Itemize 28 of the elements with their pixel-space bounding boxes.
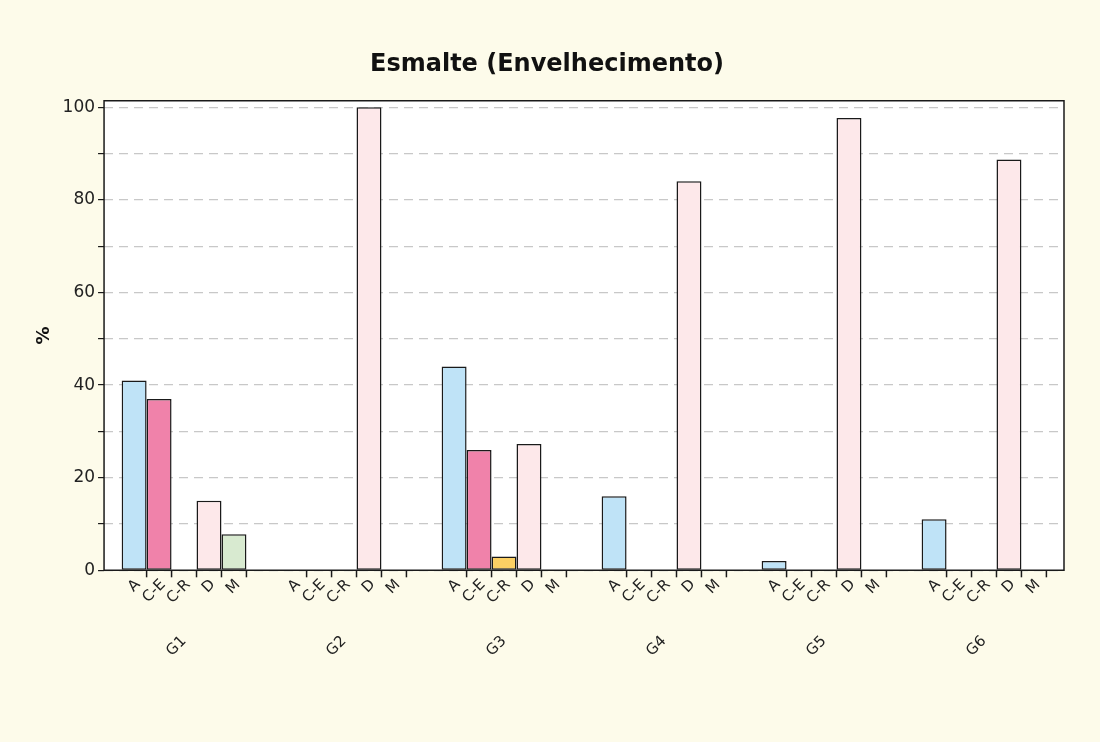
text: D [197, 575, 219, 597]
chart-title: Esmalte (Envelhecimento) [370, 48, 724, 77]
text: D [997, 575, 1019, 597]
text: M [861, 575, 884, 598]
text: A [283, 575, 304, 596]
text: A [443, 575, 464, 596]
x-tick-label: G4 [641, 631, 670, 660]
y-tick-label: 100 [62, 95, 96, 116]
text: M [541, 575, 564, 598]
y-tick-label: 40 [73, 373, 96, 394]
text: D [357, 575, 379, 597]
text: D [837, 575, 859, 597]
x-tick-label: G5 [801, 631, 830, 660]
x-tick-label: G2 [321, 631, 350, 660]
x-tick-label: G1 [161, 631, 190, 660]
y-axis-title: % [32, 326, 54, 345]
y-tick-label: 20 [73, 466, 96, 487]
text: M [701, 575, 724, 598]
y-tick-label: 0 [84, 558, 96, 579]
x-tick-label: G6 [961, 631, 990, 660]
text: M [221, 575, 244, 598]
text: M [1021, 575, 1044, 598]
text: M [381, 575, 404, 598]
y-tick-label: 60 [73, 280, 96, 301]
text: D [677, 575, 699, 597]
text: D [517, 575, 539, 597]
x-tick-label: G3 [481, 631, 510, 660]
y-tick-label: 80 [73, 188, 96, 209]
